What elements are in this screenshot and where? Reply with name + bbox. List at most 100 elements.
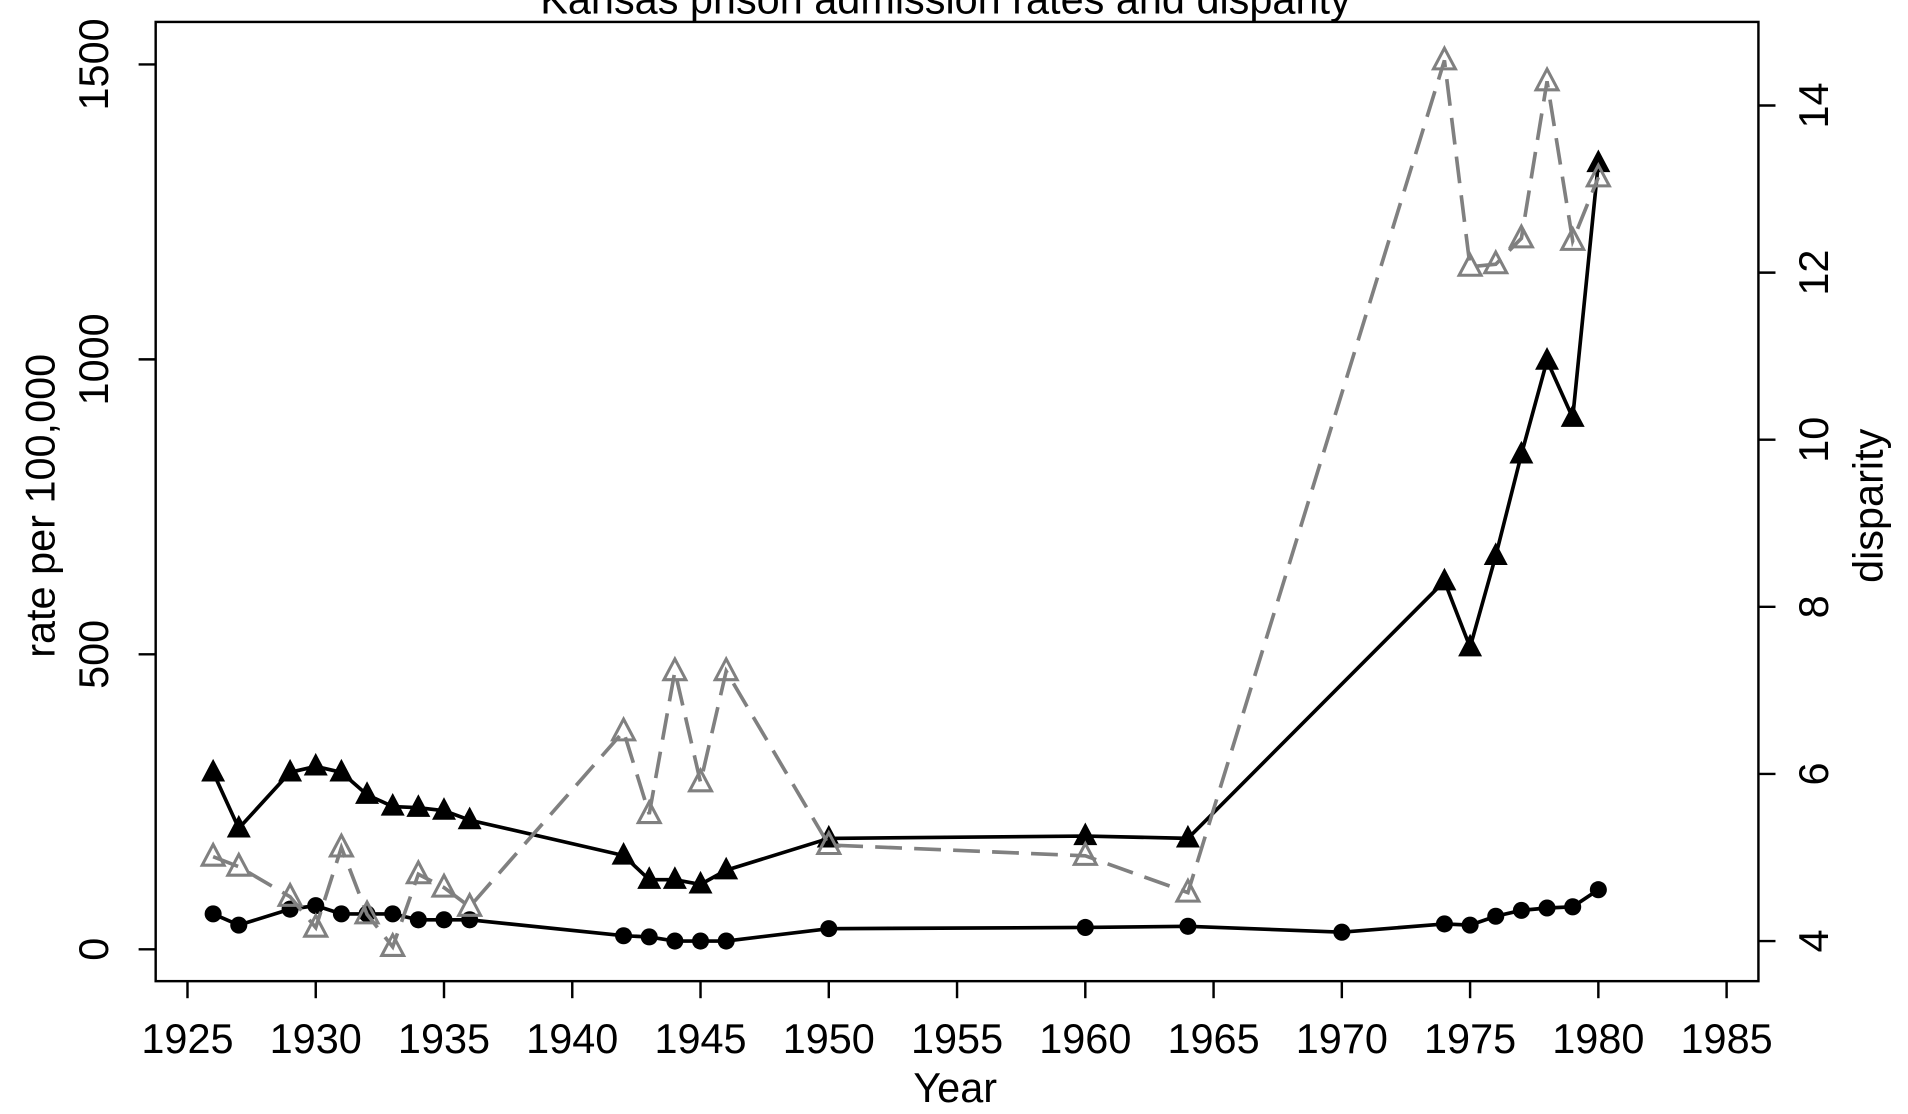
- y2-axis-label: disparity: [1845, 428, 1892, 583]
- point: [1432, 567, 1457, 591]
- y-tick-label: 1500: [70, 18, 117, 110]
- point: [1487, 907, 1505, 925]
- point: [456, 891, 484, 917]
- point: [225, 851, 253, 877]
- point: [1538, 899, 1556, 917]
- point: [691, 932, 710, 950]
- point: [329, 758, 354, 782]
- y-tick-label: 500: [70, 620, 117, 689]
- y2-tick-label: 14: [1790, 82, 1837, 128]
- point: [637, 866, 662, 889]
- x-tick-label: 1940: [526, 1015, 618, 1062]
- point: [204, 905, 222, 923]
- point: [1589, 881, 1607, 899]
- x-tick-label: 1965: [1167, 1015, 1259, 1062]
- point: [1533, 65, 1561, 92]
- chart-title: Kansas prison admission rates and dispar…: [540, 0, 1351, 22]
- y2-tick-label: 8: [1790, 595, 1837, 618]
- point: [666, 932, 684, 950]
- y-tick-label: 1000: [70, 313, 117, 405]
- x-tick-label: 1960: [1039, 1015, 1131, 1062]
- point: [640, 928, 658, 946]
- point: [353, 898, 381, 925]
- x-tick-label: 1925: [141, 1015, 233, 1062]
- x-tick-label: 1980: [1552, 1015, 1644, 1062]
- point: [327, 832, 355, 858]
- point: [688, 870, 713, 894]
- point: [303, 752, 328, 776]
- y2-tick-label: 4: [1790, 930, 1837, 953]
- series-line: [211, 162, 1601, 887]
- point: [435, 911, 453, 929]
- point: [635, 798, 663, 825]
- point: [432, 797, 456, 820]
- point: [332, 905, 350, 923]
- series-line: [212, 59, 1601, 951]
- point: [430, 872, 458, 898]
- point: [687, 766, 715, 793]
- point: [1507, 222, 1535, 249]
- point: [712, 655, 740, 682]
- y-axis-label: rate per 100,000: [16, 354, 63, 658]
- point: [1179, 917, 1197, 935]
- point: [1175, 824, 1200, 848]
- point: [1586, 149, 1611, 173]
- point: [380, 793, 405, 816]
- point: [302, 912, 330, 938]
- point: [661, 655, 689, 682]
- x-tick-label: 1930: [270, 1015, 362, 1062]
- point: [276, 881, 304, 907]
- point: [404, 858, 432, 885]
- y2-tick-label: 10: [1790, 417, 1837, 463]
- point: [1076, 918, 1094, 936]
- x-axis-label: Year: [913, 1064, 997, 1111]
- point: [201, 758, 226, 782]
- x-tick-label: 1975: [1424, 1015, 1516, 1062]
- point: [1458, 633, 1483, 657]
- point: [1174, 877, 1202, 903]
- point: [406, 794, 431, 817]
- x-tick-label: 1955: [911, 1015, 1003, 1062]
- point: [199, 841, 227, 867]
- x-tick-label: 1985: [1681, 1015, 1773, 1062]
- x-tick-label: 1945: [654, 1015, 746, 1062]
- point: [1333, 923, 1351, 941]
- point: [278, 758, 303, 782]
- y2-tick-label: 12: [1790, 250, 1837, 296]
- point: [379, 931, 407, 957]
- point: [714, 856, 739, 880]
- point: [1535, 347, 1560, 370]
- y-tick-label: 0: [70, 938, 117, 961]
- point: [1483, 542, 1508, 565]
- point: [226, 814, 251, 838]
- point: [820, 920, 838, 938]
- point: [717, 932, 735, 950]
- point: [662, 866, 687, 889]
- point: [1482, 248, 1510, 275]
- point: [230, 916, 248, 934]
- point: [815, 829, 843, 856]
- point: [409, 911, 427, 929]
- point: [1461, 916, 1479, 934]
- point: [1512, 901, 1530, 919]
- point: [1071, 840, 1099, 866]
- x-tick-label: 1950: [783, 1015, 875, 1062]
- point: [610, 715, 638, 742]
- point: [611, 842, 636, 865]
- point: [1559, 225, 1587, 251]
- x-tick-label: 1970: [1296, 1015, 1388, 1062]
- point: [384, 905, 402, 923]
- point: [457, 806, 482, 830]
- point: [1430, 44, 1458, 71]
- point: [307, 897, 325, 915]
- point: [1509, 440, 1534, 464]
- point: [1435, 915, 1453, 933]
- point: [1560, 404, 1585, 427]
- point: [1564, 898, 1582, 916]
- point: [1584, 161, 1612, 188]
- x-tick-label: 1935: [398, 1015, 490, 1062]
- point: [1456, 251, 1484, 277]
- point: [615, 927, 633, 945]
- point: [355, 781, 380, 804]
